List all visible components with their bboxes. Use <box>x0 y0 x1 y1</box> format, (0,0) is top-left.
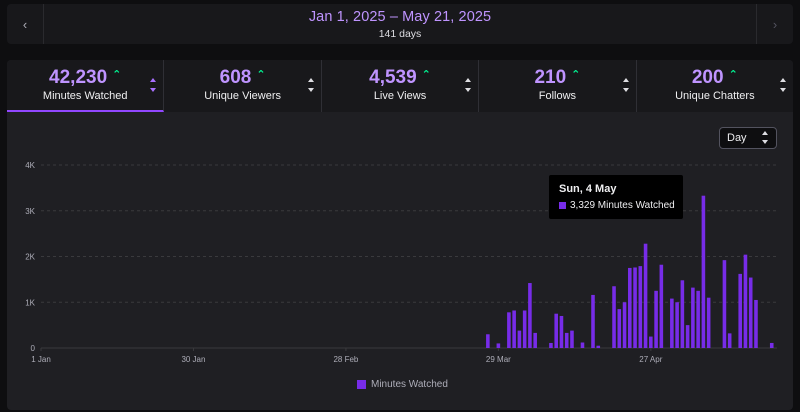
chevron-left-icon: ‹ <box>22 16 28 32</box>
bar <box>659 264 664 348</box>
stat-tab-unique-viewers[interactable]: 608 ⌃ Unique Viewers <box>164 60 322 112</box>
bar <box>496 343 501 348</box>
bar <box>754 299 758 348</box>
stat-label: Follows <box>538 90 577 102</box>
bar <box>612 286 616 348</box>
x-tick-label: 30 Jan <box>181 355 205 364</box>
stat-value: 4,539 <box>369 67 417 88</box>
bar <box>680 280 685 348</box>
bar <box>596 345 601 348</box>
y-tick-label: 0 <box>31 344 36 353</box>
sort-icon <box>149 78 157 92</box>
stat-label: Live Views <box>373 90 427 102</box>
bar <box>617 309 622 348</box>
sort-icon <box>307 78 315 92</box>
bar <box>522 310 527 348</box>
x-tick-label: 27 Apr <box>639 355 662 364</box>
series-swatch <box>559 202 566 209</box>
stat-value: 200 <box>691 67 724 88</box>
bar <box>748 277 753 348</box>
bar <box>691 287 695 348</box>
bar <box>549 342 553 348</box>
granularity-select[interactable]: Day <box>719 127 777 149</box>
bar <box>738 273 742 348</box>
bar <box>564 332 569 348</box>
x-tick-label: 1 Jan <box>31 355 51 364</box>
bar <box>722 260 727 348</box>
bar <box>517 330 522 348</box>
chart-tooltip: Sun, 4 May 3,329 Minutes Watched <box>549 175 683 219</box>
bar <box>701 195 706 348</box>
bar <box>670 298 674 348</box>
date-range-bar: ‹ Jan 1, 2025 – May 21, 2025 141 days › <box>7 4 793 44</box>
stat-tab-minutes-watched[interactable]: 42,230 ⌃ Minutes Watched <box>7 60 165 112</box>
bar <box>743 254 748 348</box>
bar <box>580 342 585 348</box>
stat-value: 210 <box>534 67 567 88</box>
bar <box>628 267 632 348</box>
stat-tab-unique-chatters[interactable]: 200 ⌃ Unique Chatters <box>636 60 793 112</box>
tooltip-value: 3,329 Minutes Watched <box>570 200 675 211</box>
previous-period-button[interactable]: ‹ <box>7 4 44 44</box>
chevron-right-icon: › <box>772 16 778 32</box>
y-tick-label: 4K <box>25 161 35 170</box>
bar <box>649 336 653 348</box>
tooltip-title: Sun, 4 May <box>559 183 617 195</box>
legend-label: Minutes Watched <box>371 379 448 390</box>
bar <box>512 310 516 348</box>
bar <box>507 312 511 348</box>
bar <box>769 342 774 348</box>
days-count-label: 141 days <box>378 28 422 40</box>
bar <box>643 243 648 348</box>
sort-icon <box>464 78 472 92</box>
bar <box>533 332 537 348</box>
granularity-value: Day <box>727 132 747 144</box>
bar <box>554 313 558 348</box>
stat-tabs: 42,230 ⌃ Minutes Watched 608 ⌃ Unique View… <box>7 60 793 112</box>
bar <box>675 302 679 348</box>
date-range-label[interactable]: Jan 1, 2025 – May 21, 2025 <box>308 9 492 25</box>
trend-up-icon: ⌃ <box>421 69 431 81</box>
stat-tab-follows[interactable]: 210 ⌃ Follows <box>479 60 637 112</box>
bar <box>654 290 658 348</box>
bar <box>727 333 732 348</box>
bar <box>528 283 532 348</box>
x-tick-label: 29 Mar <box>486 355 511 364</box>
stat-label: Unique Chatters <box>675 90 755 102</box>
trend-up-icon: ⌃ <box>256 69 266 81</box>
y-tick-label: 2K <box>25 253 35 262</box>
stat-label: Unique Viewers <box>204 90 282 102</box>
bar <box>685 325 690 348</box>
stat-value: 42,230 <box>49 67 108 88</box>
bar <box>638 266 643 348</box>
next-period-button[interactable]: › <box>756 4 793 44</box>
y-tick-label: 1K <box>25 298 35 307</box>
bar <box>486 334 490 348</box>
sort-icon <box>779 78 787 92</box>
bar <box>633 267 637 348</box>
trend-up-icon: ⌃ <box>728 69 738 81</box>
bar <box>570 330 574 348</box>
x-tick-label: 28 Feb <box>333 355 358 364</box>
trend-up-icon: ⌃ <box>571 69 581 81</box>
y-tick-label: 3K <box>25 207 35 216</box>
minutes-watched-chart: 0 1K 2K 3K 4K 1 Jan 30 Jan 28 Feb 29 Mar 27 Apr <box>25 161 777 364</box>
chart-legend[interactable]: Minutes Watched <box>357 379 448 390</box>
stat-label: Minutes Watched <box>42 90 128 102</box>
sort-icon <box>622 78 630 92</box>
bar <box>696 290 700 348</box>
bar <box>559 315 564 348</box>
chart-panel: 42,230 ⌃ Minutes Watched 608 ⌃ Unique View… <box>7 60 793 410</box>
stat-tab-live-views[interactable]: 4,539 ⌃ Live Views <box>321 60 480 112</box>
bar <box>591 294 595 348</box>
stat-value: 608 <box>219 67 252 88</box>
bar <box>622 302 627 348</box>
legend-swatch <box>357 380 366 389</box>
select-arrows-icon <box>761 131 769 144</box>
bar <box>706 297 711 348</box>
trend-up-icon: ⌃ <box>112 69 122 81</box>
